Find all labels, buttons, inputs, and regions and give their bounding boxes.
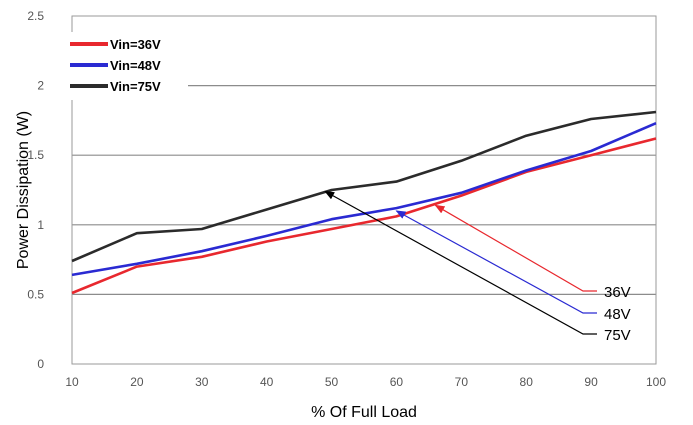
y-tick-label: 1.5	[27, 148, 44, 162]
y-tick-label: 0	[37, 357, 44, 371]
annotation-label-48v: 48V	[604, 306, 631, 323]
annotation-label-75v: 75V	[604, 327, 631, 344]
y-axis-ticks: 0 0.5 1 1.5 2 2.5	[27, 9, 44, 371]
x-tick-label: 70	[455, 375, 469, 389]
series-line-75v	[71, 110, 657, 263]
y-axis-label: Power Dissipation (W)	[15, 111, 32, 269]
x-tick-label: 90	[584, 375, 598, 389]
x-tick-label: 30	[195, 375, 209, 389]
plot-area	[71, 15, 657, 365]
x-tick-label: 100	[646, 375, 666, 389]
x-tick-label: 50	[325, 375, 339, 389]
annotation-arrow-75v	[324, 190, 597, 335]
annotation-arrows: 36V 48V 75V	[324, 190, 631, 344]
series-line-36v	[71, 137, 657, 295]
annotation-arrow-48v	[395, 210, 597, 314]
y-tick-label: 2	[37, 79, 44, 93]
x-tick-label: 60	[390, 375, 404, 389]
y-tick-label: 1	[37, 218, 44, 232]
series-line-48v	[71, 122, 657, 277]
annotation-arrow-36v	[434, 204, 597, 292]
y-tick-label: 2.5	[27, 9, 44, 23]
y-tick-label: 0.5	[27, 287, 44, 301]
x-axis-ticks: 10 20 30 40 50 60 70 80 90 100	[65, 375, 666, 389]
legend: Vin=36V Vin=48V Vin=75V	[66, 32, 188, 100]
legend-label: Vin=48V	[110, 58, 161, 73]
x-tick-label: 20	[130, 375, 144, 389]
legend-label: Vin=36V	[110, 37, 161, 52]
annotation-label-36v: 36V	[604, 284, 631, 301]
x-axis-label: % Of Full Load	[311, 404, 417, 421]
series-lines	[71, 110, 657, 295]
x-tick-label: 10	[65, 375, 79, 389]
legend-label: Vin=75V	[110, 79, 161, 94]
x-tick-label: 80	[520, 375, 534, 389]
x-tick-label: 40	[260, 375, 274, 389]
